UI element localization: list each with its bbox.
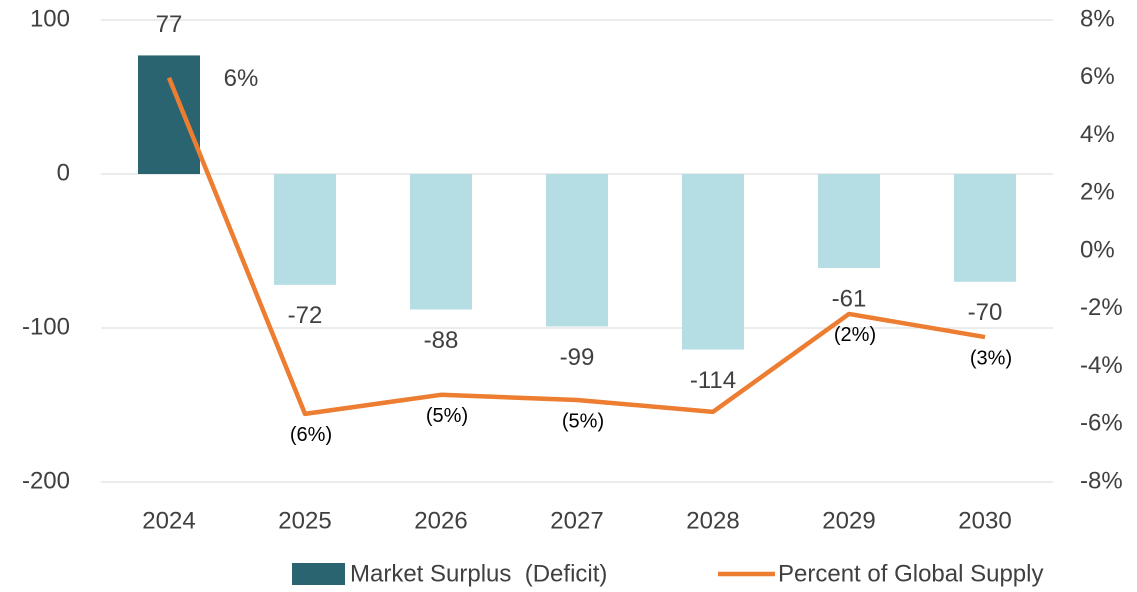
- bar-value-label: -70: [968, 299, 1003, 326]
- x-tick-label: 2026: [414, 507, 467, 534]
- legend-label: Market Surplus (Deficit): [350, 560, 607, 587]
- legend-label: Percent of Global Supply: [778, 560, 1044, 587]
- y-tick-label: 0: [57, 159, 70, 186]
- x-tick-label: 2029: [822, 507, 875, 534]
- line-value-label: (3%): [970, 347, 1012, 369]
- bar-value-label: 77: [156, 11, 183, 38]
- y-tick-label: 100: [30, 5, 70, 32]
- y2-tick-label: -8%: [1080, 467, 1123, 494]
- line-value-label: (6%): [290, 424, 332, 446]
- bar: [682, 174, 744, 350]
- x-tick-label: 2024: [142, 507, 195, 534]
- y2-tick-label: 6%: [1080, 63, 1115, 90]
- x-tick-label: 2027: [550, 507, 603, 534]
- y2-tick-label: -4%: [1080, 352, 1123, 379]
- bar: [138, 55, 200, 174]
- line-value-label: (5%): [426, 405, 468, 427]
- x-tick-label: 2025: [278, 507, 331, 534]
- y2-tick-label: 0%: [1080, 236, 1115, 263]
- y2-tick-label: 2%: [1080, 179, 1115, 206]
- bar-value-label: -114: [690, 367, 736, 394]
- bar-value-label: -88: [424, 327, 459, 354]
- line: [166, 76, 986, 417]
- bar: [818, 174, 880, 268]
- y2-tick-label: 4%: [1080, 121, 1115, 148]
- line-value-label: (2%): [834, 324, 876, 346]
- x-tick-label: 2030: [958, 507, 1011, 534]
- line-value-label: 6%: [224, 65, 259, 92]
- bar-value-label: -61: [832, 285, 867, 312]
- bar: [274, 174, 336, 285]
- x-tick-label: 2028: [686, 507, 739, 534]
- bar: [410, 174, 472, 310]
- y2-tick-label: -2%: [1080, 294, 1123, 321]
- bar-value-label: -99: [560, 344, 595, 371]
- bar: [954, 174, 1016, 282]
- legend-swatch: [292, 563, 345, 585]
- line-value-label: (5%): [562, 410, 604, 432]
- bar-value-label: -72: [288, 302, 323, 329]
- y2-tick-label: -6%: [1080, 410, 1123, 437]
- y2-tick-label: 8%: [1080, 5, 1115, 32]
- y-tick-label: -200: [22, 467, 70, 494]
- bar: [546, 174, 608, 327]
- y-tick-label: -100: [22, 313, 70, 340]
